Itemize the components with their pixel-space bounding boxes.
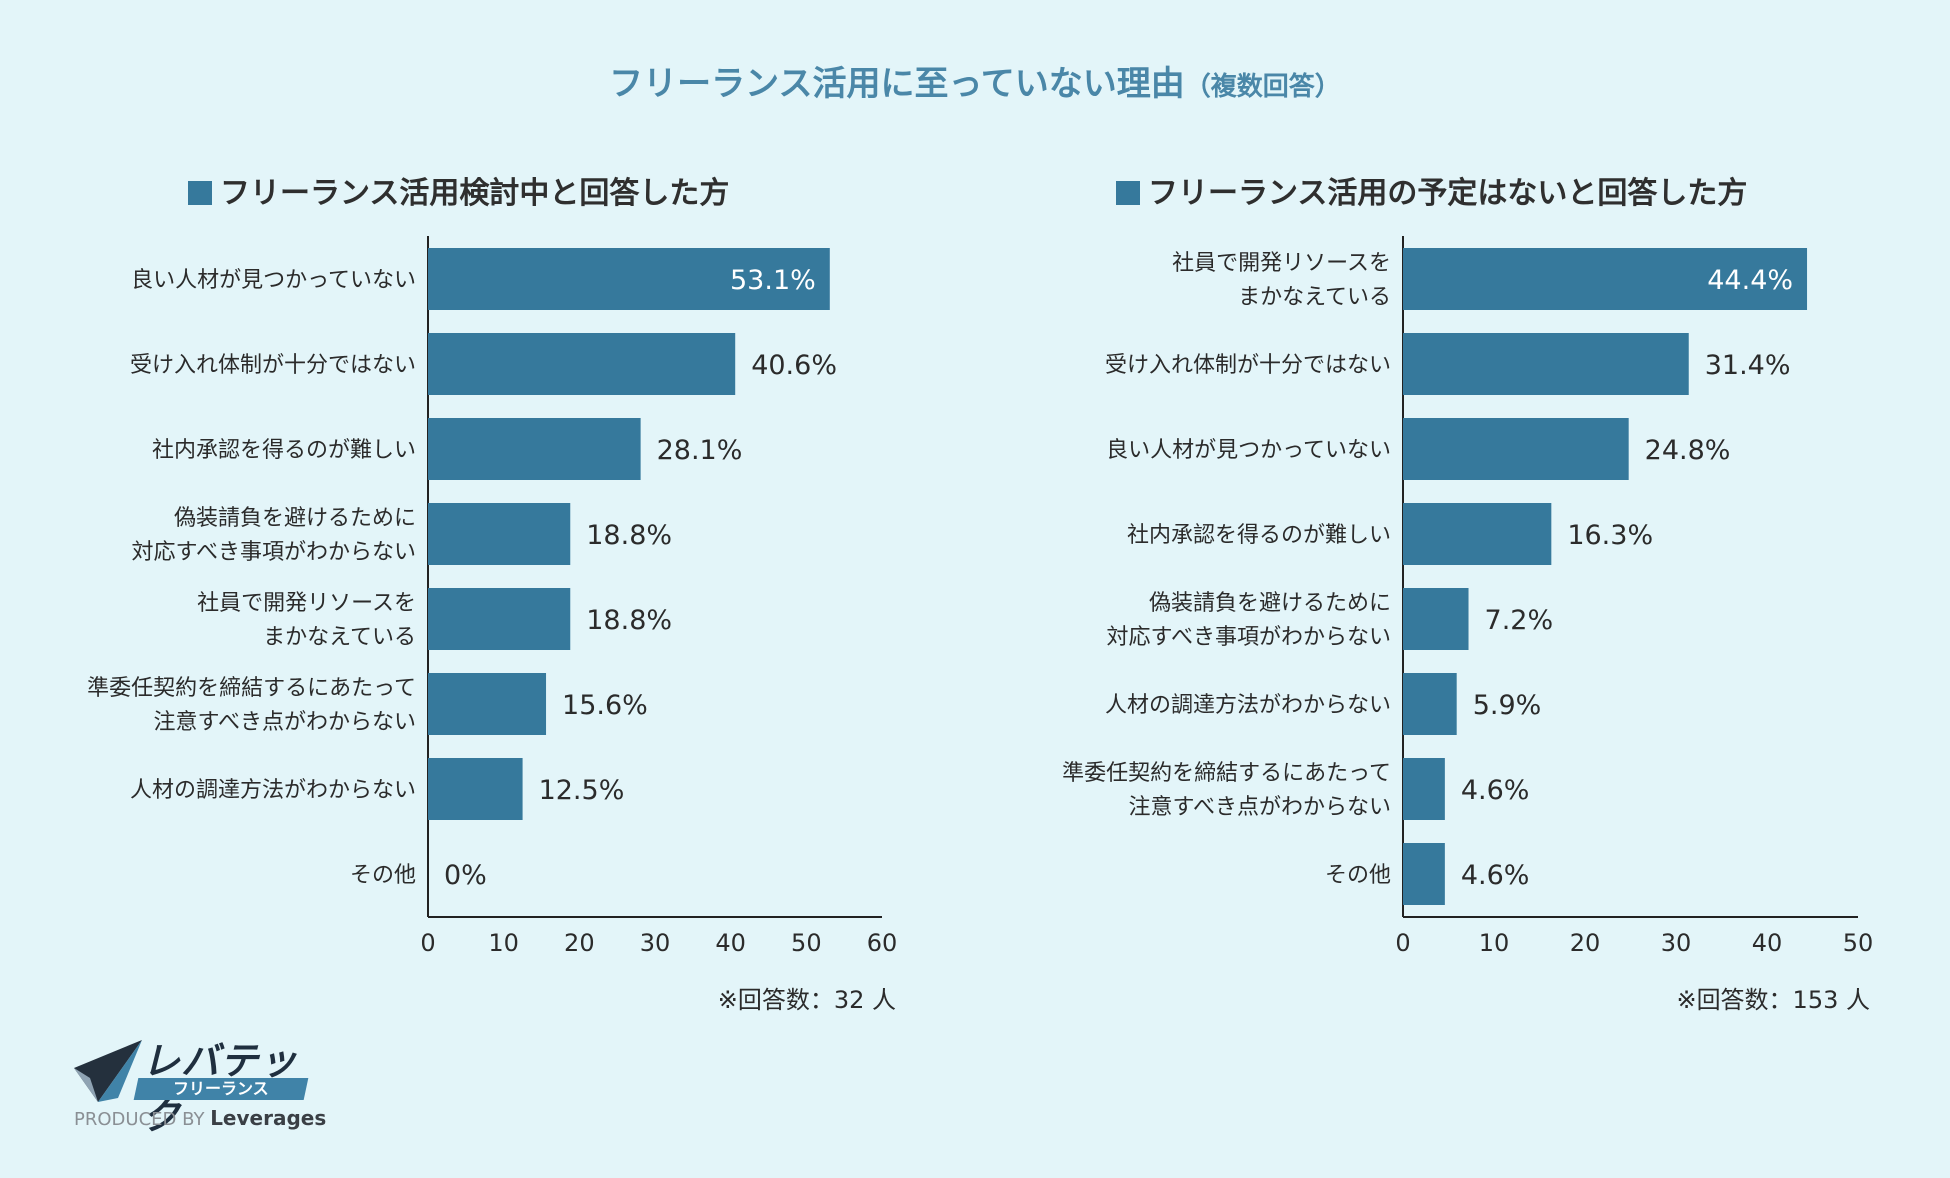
left-bar-value-label: 12.5% (539, 775, 625, 806)
left-bar (428, 758, 523, 820)
left-x-tick-label: 0 (420, 929, 435, 957)
right-bar (1403, 248, 1808, 310)
main-title: フリーランス活用に至っていない理由（複数回答） (0, 56, 1950, 105)
left-category-label: 社内承認を得るのが難しい (152, 438, 416, 463)
right-x-tick-label: 40 (1752, 929, 1783, 957)
left-bar-value-label: 18.8% (586, 605, 672, 636)
right-footnote: ※回答数：153 人 (1676, 986, 1870, 1014)
right-bar (1403, 758, 1445, 820)
right-bar (1403, 503, 1552, 565)
right-bar-value-label: 24.8% (1645, 435, 1731, 466)
left-x-tick-label: 50 (791, 929, 822, 957)
left-category-label: 人材の調達方法がわからない (130, 778, 416, 803)
right-bar (1403, 333, 1689, 395)
left-bar (428, 673, 547, 735)
left-bar-value-label: 15.6% (562, 690, 648, 721)
left-x-tick-label: 30 (640, 929, 671, 957)
logo-company: Leverages (210, 1106, 327, 1130)
right-x-tick-label: 50 (1843, 929, 1874, 957)
brand-logo: レバテック フリーランス PRODUCED BY Leverages (72, 1030, 332, 1138)
right-bar (1403, 843, 1445, 905)
right-bar-value-label: 7.2% (1485, 605, 1554, 636)
right-x-tick-label: 10 (1479, 929, 1510, 957)
right-chart-title-text: フリーランス活用の予定はないと回答した方 (1148, 176, 1748, 211)
left-x-tick-label: 60 (867, 929, 898, 957)
left-bar-value-label: 0% (444, 860, 487, 891)
right-category-label: 社内承認を得るのが難しい (1127, 523, 1391, 548)
right-bar-value-label: 31.4% (1705, 350, 1791, 381)
left-category-label: その他 (350, 863, 416, 888)
left-x-tick-label: 20 (564, 929, 595, 957)
left-bar (428, 333, 736, 395)
right-bar-value-label: 4.6% (1461, 860, 1530, 891)
left-category-label: 準委任契約を締結するにあたって注意すべき点がわからない (87, 676, 416, 735)
left-chart-group: 0 10 20 30 40 50 60 53.1% 良い人材が見つかっていない 40.6% 受け入れ… (87, 236, 897, 957)
right-x-tick-label: 0 (1395, 929, 1410, 957)
left-x-tick-label: 10 (488, 929, 519, 957)
left-category-label: 偽装請負を避けるために対応すべき事項がわからない (132, 506, 416, 565)
right-bar (1403, 418, 1629, 480)
left-bar (428, 418, 641, 480)
right-bar (1403, 588, 1469, 650)
left-bar (428, 248, 830, 310)
right-category-label: 受け入れ体制が十分ではない (1105, 353, 1391, 378)
right-bar-value-label: 44.4% (1707, 265, 1793, 296)
left-category-label: 受け入れ体制が十分ではない (130, 353, 416, 378)
right-x-tick-label: 30 (1661, 929, 1692, 957)
left-footnote: ※回答数：32 人 (717, 986, 896, 1014)
right-title-square-icon (1116, 181, 1140, 205)
left-bar-value-label: 40.6% (751, 350, 837, 381)
left-x-tick-label: 40 (715, 929, 746, 957)
left-bar (428, 503, 571, 565)
logo-produced-label: PRODUCED BY (74, 1109, 205, 1130)
logo-check-icon (74, 1040, 142, 1102)
right-bar-value-label: 5.9% (1473, 690, 1542, 721)
left-chart-title: フリーランス活用検討中と回答した方 (188, 168, 729, 212)
right-bar-value-label: 16.3% (1567, 520, 1653, 551)
left-bar (428, 588, 571, 650)
right-category-label: その他 (1325, 863, 1391, 888)
right-bar-value-label: 4.6% (1461, 775, 1530, 806)
logo-band-text: フリーランス (173, 1079, 269, 1098)
right-category-label: 人材の調達方法がわからない (1105, 693, 1391, 718)
left-category-label: 良い人材が見つかっていない (131, 268, 416, 293)
left-chart-title-text: フリーランス活用検討中と回答した方 (220, 176, 730, 211)
right-category-label: 社員で開発リソースをまかなえている (1172, 251, 1391, 310)
right-chart-title: フリーランス活用の予定はないと回答した方 (1116, 168, 1747, 212)
main-title-suffix: （複数回答） (1184, 72, 1341, 102)
right-x-tick-label: 20 (1570, 929, 1601, 957)
right-category-label: 準委任契約を締結するにあたって注意すべき点がわからない (1062, 761, 1391, 820)
left-bar-value-label: 28.1% (657, 435, 743, 466)
logo-produced-by: PRODUCED BY Leverages (74, 1106, 326, 1130)
left-title-square-icon (188, 181, 212, 205)
left-bar-value-label: 18.8% (586, 520, 672, 551)
logo-name: レバテック (142, 1039, 299, 1138)
right-category-label: 良い人材が見つかっていない (1106, 438, 1391, 463)
right-bar (1403, 673, 1457, 735)
main-title-text: フリーランス活用に至っていない理由 (609, 64, 1185, 104)
left-category-label: 社員で開発リソースをまかなえている (197, 591, 416, 650)
left-bar-value-label: 53.1% (730, 265, 816, 296)
logo-band: フリーランス (133, 1078, 309, 1100)
right-chart-group: 0 10 20 30 40 50 44.4% 社員で開発リソースをまかなえている 31.4% 受け… (1062, 236, 1873, 957)
right-category-label: 偽装請負を避けるために対応すべき事項がわからない (1107, 591, 1391, 650)
